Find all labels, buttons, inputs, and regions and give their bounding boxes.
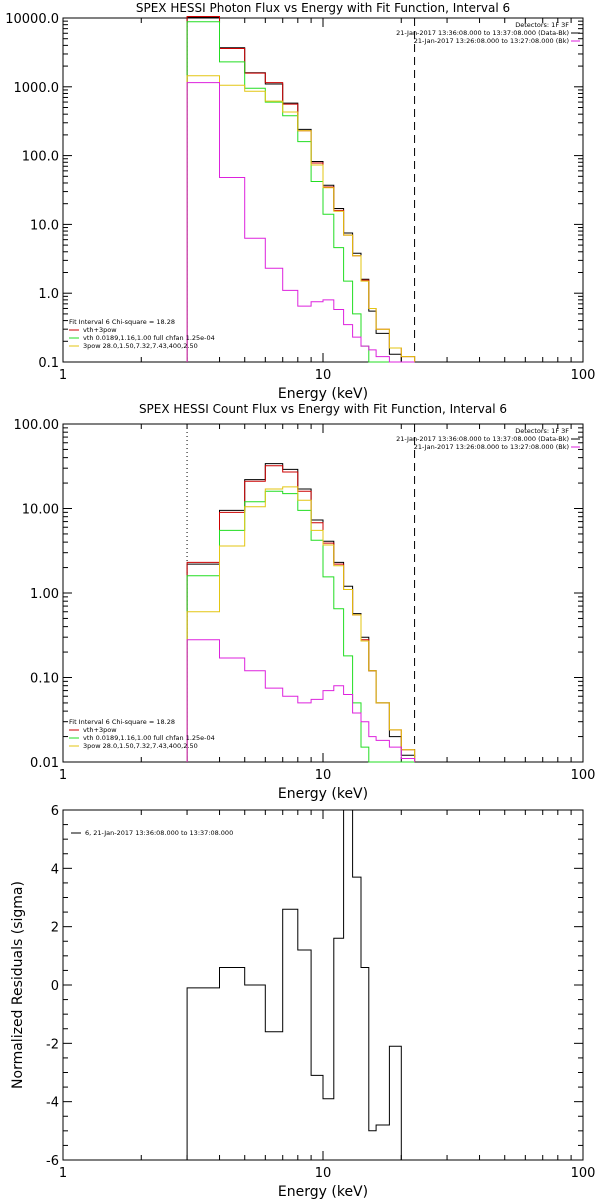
y-tick-label: 100.0	[22, 150, 59, 165]
y-tick-label: 10.0	[30, 218, 59, 233]
y-tick-label: 1000.0	[14, 81, 60, 96]
x-axis-label: Energy (keV)	[278, 386, 368, 402]
x-tick-label: 100	[571, 368, 596, 383]
fit-legend-text: vth 0.0189,1.16,1.00 full chfan 1.25e-04	[83, 734, 215, 742]
chart-title: SPEX HESSI Photon Flux vs Energy with Fi…	[136, 1, 510, 15]
info-text: 21-Jan-2017 13:36:08.000 to 13:37:08.000…	[396, 29, 569, 37]
fit-legend-text: vth+3pow	[83, 726, 117, 734]
x-axis-label: Energy (keV)	[278, 786, 368, 802]
fit-legend-text: 3pow 28.0,1.50,7.32,7.43,400,2.50	[83, 742, 198, 750]
series-6-21-jan-2017-13-36-08-000-to-13-37-08-000	[186, 809, 415, 1161]
y-tick-label: 4	[51, 862, 59, 877]
x-tick-label: 1	[59, 768, 67, 783]
series-3pow	[186, 486, 416, 762]
x-tick-label: 1	[59, 1166, 67, 1181]
plot-frame	[62, 423, 584, 763]
y-tick-label: -4	[46, 1096, 59, 1111]
x-tick-label: 10	[315, 768, 332, 783]
y-tick-label: 6	[51, 804, 59, 819]
series-vth-3pow	[186, 16, 416, 362]
y-tick-label: 0	[51, 979, 59, 994]
panel-1: SPEX HESSI Photon Flux vs Energy with Fi…	[5, 1, 595, 402]
plot-frame	[62, 809, 584, 1161]
y-tick-label: 10.00	[22, 503, 59, 518]
y-tick-label: 2	[51, 921, 59, 936]
x-tick-label: 100	[571, 1166, 596, 1181]
info-text: 21-Jan-2017 13:26:08.000 to 13:27:08.000…	[414, 443, 569, 451]
y-tick-label: 1.00	[30, 587, 59, 602]
y-tick-label: 0.1	[38, 356, 59, 371]
y-axis-label: Normalized Residuals (sigma)	[10, 881, 26, 1089]
y-tick-label: 0.10	[30, 672, 59, 687]
y-tick-label: -6	[46, 1154, 59, 1169]
fit-legend-text: vth+3pow	[83, 326, 117, 334]
panel-2: SPEX HESSI Count Flux vs Energy with Fit…	[14, 402, 596, 802]
y-tick-label: -2	[46, 1037, 59, 1052]
info-text: 21-Jan-2017 13:36:08.000 to 13:37:08.000…	[396, 435, 569, 443]
fit-legend-title: Fit Interval 6 Chi-square = 18.28	[69, 718, 175, 726]
x-tick-label: 10	[315, 368, 332, 383]
x-tick-label: 100	[571, 768, 596, 783]
chart-title: SPEX HESSI Count Flux vs Energy with Fit…	[139, 402, 507, 416]
y-tick-label: 1.0	[38, 287, 59, 302]
series-bk	[186, 639, 416, 762]
series-vth	[186, 21, 415, 363]
legend-text: 6, 21-Jan-2017 13:36:08.000 to 13:37:08.…	[85, 829, 233, 837]
x-axis-label: Energy (keV)	[278, 1184, 368, 1200]
info-text: Detectors: 1F 3F	[515, 21, 569, 29]
y-tick-label: 0.01	[30, 756, 59, 771]
fit-legend-text: vth 0.0189,1.16,1.00 full chfan 1.25e-04	[83, 334, 215, 342]
x-tick-label: 10	[315, 1166, 332, 1181]
panel-3: 1 10 100 Energy (keV) -6 -4 -2 0 2 4 6 Normalized R…	[10, 804, 595, 1200]
series-vth	[186, 490, 415, 763]
fit-legend-title: Fit Interval 6 Chi-square = 18.28	[69, 318, 175, 326]
series-data-bk	[186, 463, 416, 762]
series-data-bk	[186, 16, 415, 363]
series-bk	[186, 82, 415, 363]
y-tick-label: 10000.0	[5, 12, 59, 27]
x-tick-label: 1	[59, 368, 67, 383]
info-text: Detectors: 1F 3F	[515, 427, 569, 435]
series-3pow	[186, 75, 416, 362]
y-tick-label: 100.00	[14, 418, 60, 433]
info-text: 21-Jan-2017 13:26:08.000 to 13:27:08.000…	[414, 37, 569, 45]
fit-legend-text: 3pow 28.0,1.50,7.32,7.43,400,2.50	[83, 342, 198, 350]
